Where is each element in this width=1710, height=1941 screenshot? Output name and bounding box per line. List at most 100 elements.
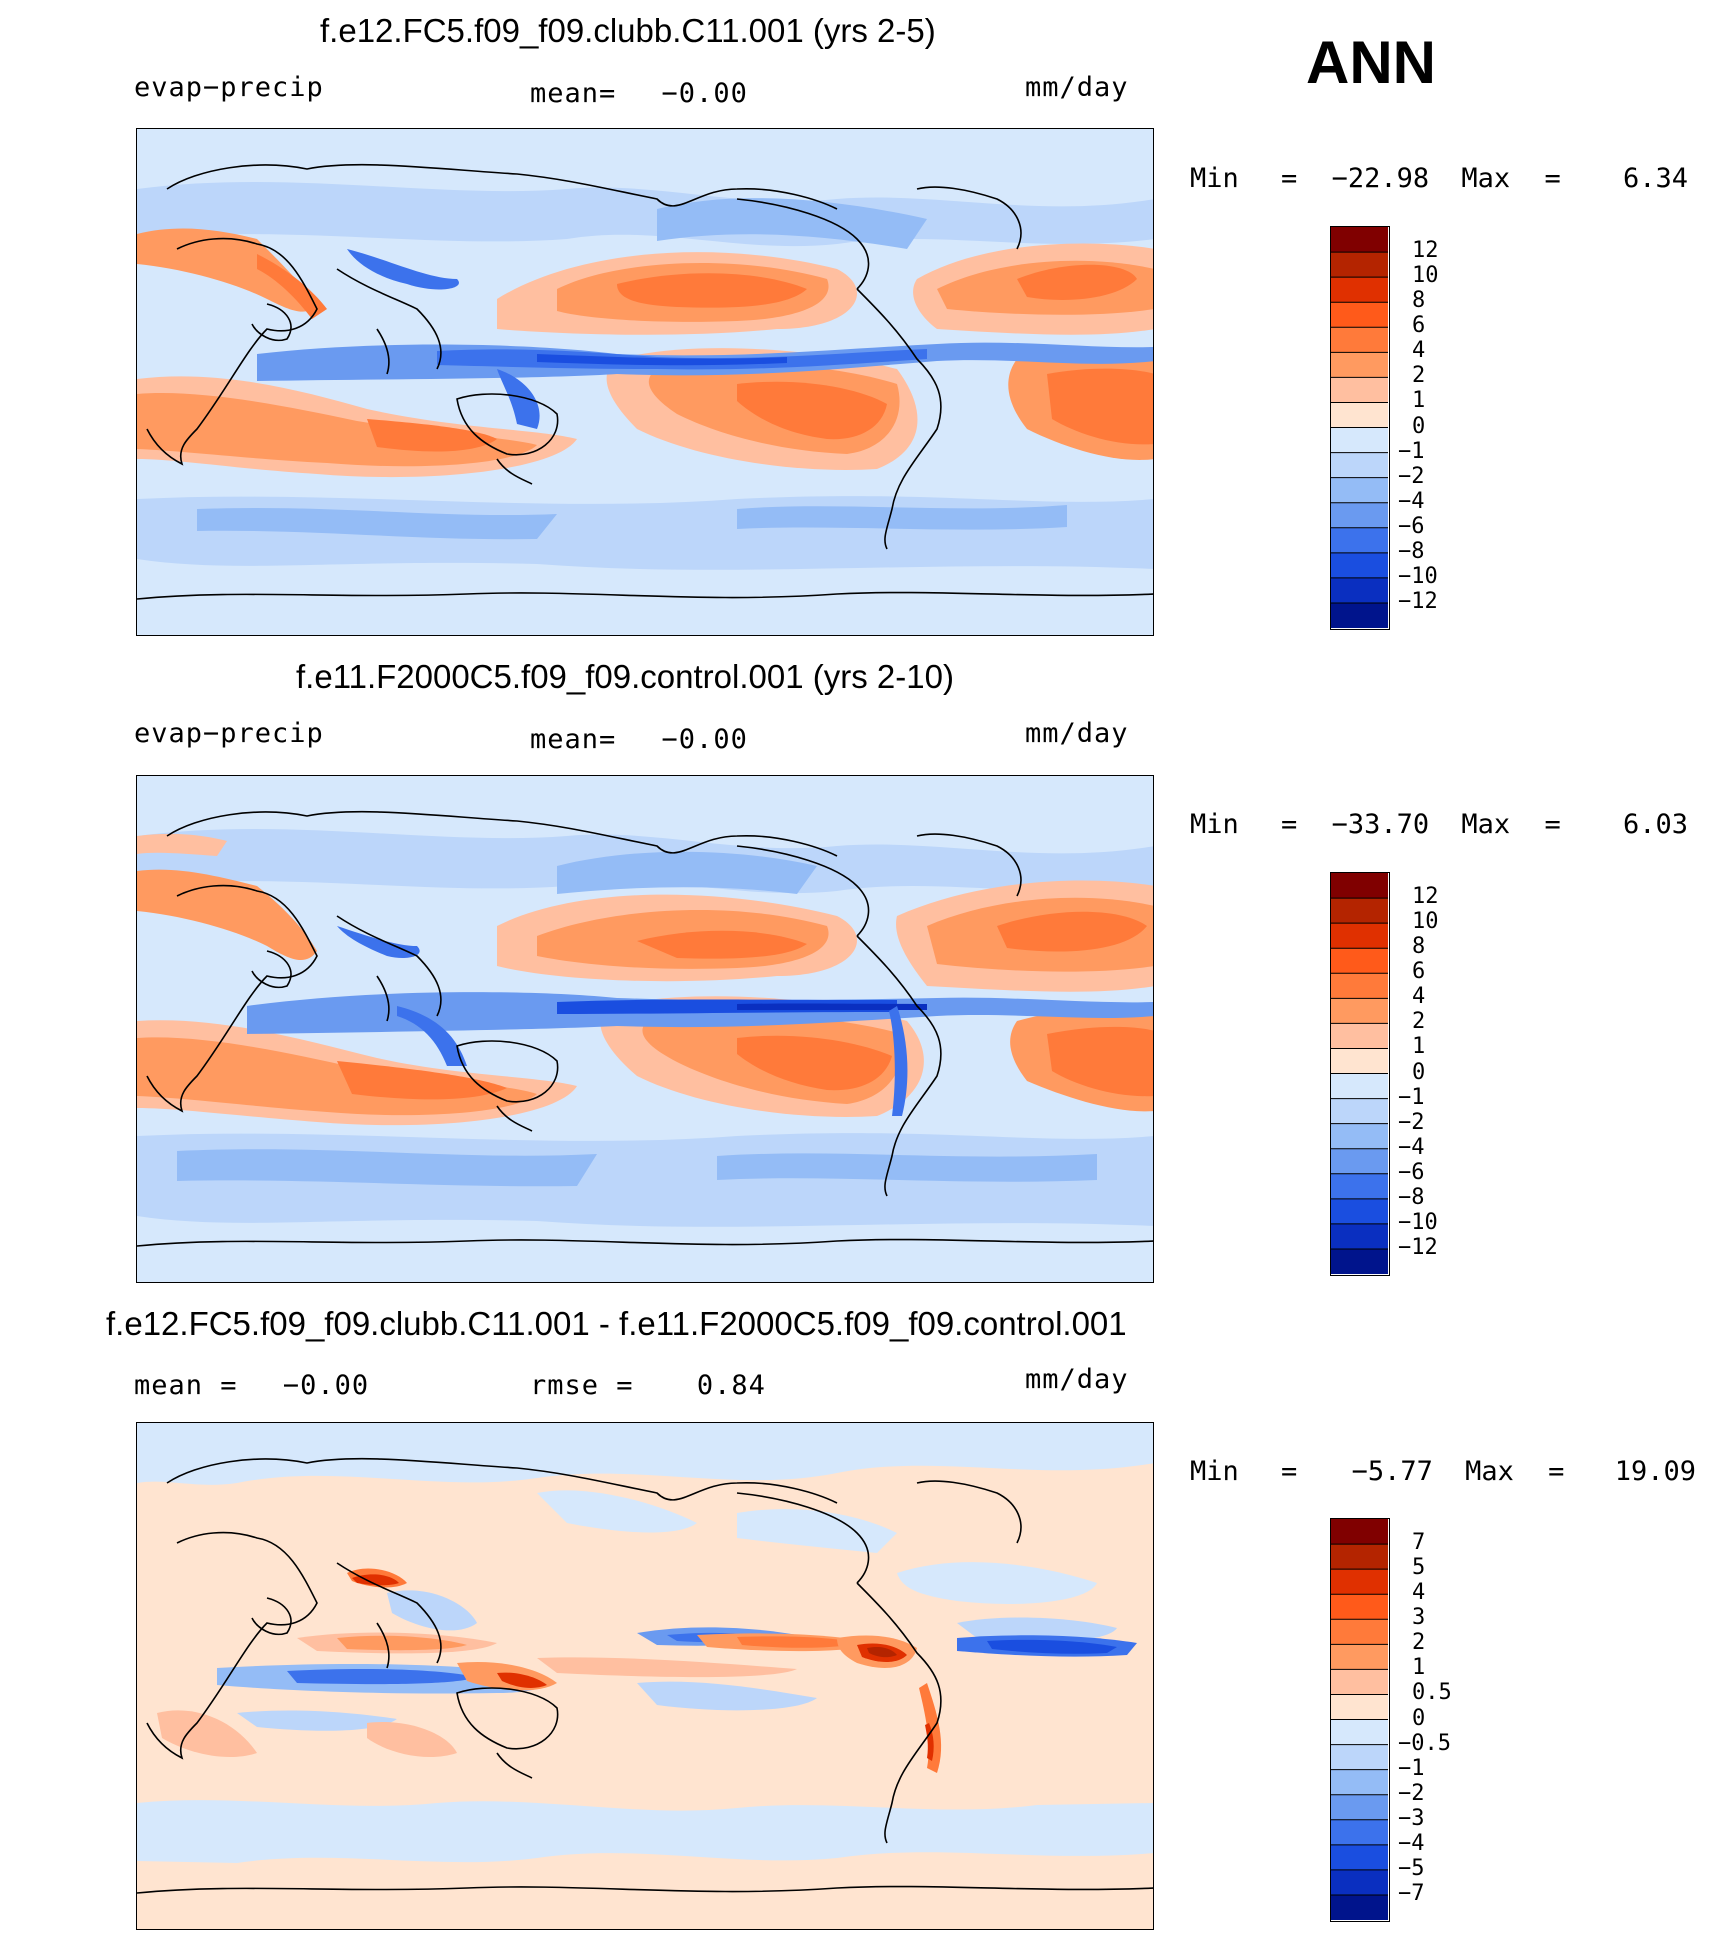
colorbar-swatch <box>1331 227 1388 253</box>
colorbar-swatch <box>1331 1794 1388 1821</box>
panel-3-max-label: Max <box>1465 1456 1514 1487</box>
colorbar-swatch <box>1331 527 1388 554</box>
colorbar-swatch <box>1331 1098 1388 1125</box>
colorbar-swatch <box>1331 1694 1388 1720</box>
colorbar-swatch <box>1331 1173 1388 1200</box>
colorbar-swatch <box>1331 452 1388 479</box>
panel-1-colorbar-swatches <box>1331 227 1388 628</box>
colorbar-tick-label: 0 <box>1412 1705 1426 1731</box>
colorbar-tick-label: 1 <box>1412 1655 1426 1681</box>
panel-3-colorbar-swatches <box>1331 1519 1388 1920</box>
panel-2-max-value: 6.03 <box>1622 809 1688 840</box>
colorbar-swatch <box>1331 1519 1388 1545</box>
panel-2-variable: evap−precip <box>134 718 324 749</box>
colorbar-tick-label: 6 <box>1412 959 1426 985</box>
colorbar-tick-label: −8 <box>1398 538 1425 564</box>
colorbar-tick-label: 10 <box>1412 263 1439 289</box>
colorbar-swatch <box>1331 1198 1388 1225</box>
colorbar-tick-label: 4 <box>1412 984 1426 1010</box>
colorbar-swatch <box>1331 1769 1388 1796</box>
panel-3-units: mm/day <box>1025 1364 1129 1395</box>
panel-2-colorbar-swatches <box>1331 873 1388 1274</box>
panel-2-field <box>137 776 1153 1282</box>
panel-1-units: mm/day <box>1025 72 1129 103</box>
panel-2-mean-label: mean= <box>530 724 617 755</box>
colorbar-swatch <box>1331 602 1388 628</box>
colorbar-tick-label: −12 <box>1398 1234 1438 1260</box>
colorbar-swatch <box>1331 1223 1388 1250</box>
panel-3-max-value: 19.09 <box>1614 1456 1696 1487</box>
colorbar-swatch <box>1331 1719 1388 1746</box>
colorbar-swatch <box>1331 948 1388 974</box>
panel-3-mean-value: −0.00 <box>282 1370 370 1401</box>
panel-2-max-label: Max <box>1461 809 1511 840</box>
colorbar-swatch <box>1331 1023 1388 1049</box>
colorbar-tick-label: −1 <box>1398 1084 1425 1110</box>
colorbar-tick-label: 10 <box>1412 909 1439 935</box>
panel-1-mean-label: mean= <box>530 78 617 109</box>
colorbar-tick-label: 8 <box>1412 934 1426 960</box>
panel-2-units: mm/day <box>1025 718 1129 749</box>
panel-2-mean: mean= −0.00 <box>530 724 748 755</box>
colorbar-tick-label: 4 <box>1412 1580 1426 1606</box>
colorbar-swatch <box>1331 873 1388 899</box>
colorbar-tick-label: 0 <box>1412 1059 1426 1085</box>
colorbar-swatch <box>1331 1644 1388 1670</box>
colorbar-tick-label: −1 <box>1398 1755 1425 1781</box>
colorbar-tick-label: 0.5 <box>1412 1680 1452 1706</box>
panel-1-max-value: 6.34 <box>1622 163 1688 194</box>
colorbar-swatch <box>1331 1819 1388 1846</box>
colorbar-swatch <box>1331 923 1388 949</box>
colorbar-tick-label: −4 <box>1398 1134 1425 1160</box>
colorbar-tick-label: −0.5 <box>1398 1730 1451 1756</box>
panel-2-title: f.e11.F2000C5.f09_f09.control.001 (yrs 2… <box>296 658 954 695</box>
colorbar-tick-label: −2 <box>1398 1109 1425 1135</box>
colorbar-tick-label: 8 <box>1412 288 1426 314</box>
colorbar-swatch <box>1331 1744 1388 1771</box>
colorbar-swatch <box>1331 1123 1388 1150</box>
colorbar-tick-label: −5 <box>1398 1855 1425 1881</box>
season-label: ANN <box>1306 29 1436 96</box>
colorbar-tick-label: 0 <box>1412 413 1426 439</box>
colorbar-swatch <box>1331 377 1388 403</box>
colorbar-tick-label: 2 <box>1412 363 1426 389</box>
panel-3-rmse-value: 0.84 <box>696 1370 766 1401</box>
colorbar-swatch <box>1331 352 1388 378</box>
colorbar-swatch <box>1331 427 1388 454</box>
colorbar-tick-label: −4 <box>1398 488 1425 514</box>
colorbar-swatch <box>1331 1669 1388 1695</box>
colorbar-swatch <box>1331 1894 1388 1920</box>
colorbar-swatch <box>1331 577 1388 604</box>
colorbar-swatch <box>1331 1544 1388 1570</box>
panel-1-min-value: −22.98 <box>1331 163 1430 194</box>
panel-3-minmax: Min = −5.77 Max = 19.09 <box>1190 1456 1696 1487</box>
colorbar-tick-label: 12 <box>1412 884 1439 910</box>
colorbar-tick-label: −2 <box>1398 1780 1425 1806</box>
panel-3-title: f.e12.FC5.f09_f09.clubb.C11.001 - f.e11.… <box>106 1305 1127 1342</box>
panel-3-mean-label: mean = <box>134 1370 238 1401</box>
panel-1-title: f.e12.FC5.f09_f09.clubb.C11.001 (yrs 2-5… <box>320 12 936 49</box>
panel-2-colorbar <box>1330 872 1390 1276</box>
panel-3-colorbar <box>1330 1518 1390 1922</box>
colorbar-swatch <box>1331 1869 1388 1896</box>
panel-1-variable: evap−precip <box>134 72 324 103</box>
colorbar-tick-label: −2 <box>1398 463 1425 489</box>
panel-3-rmse: rmse = 0.84 <box>530 1370 766 1401</box>
panel-1-map <box>136 128 1154 636</box>
colorbar-tick-label: 6 <box>1412 313 1426 339</box>
panel-1-field <box>137 129 1153 635</box>
colorbar-swatch <box>1331 477 1388 504</box>
colorbar-tick-label: 1 <box>1412 1034 1426 1060</box>
panel-2-min-label: Min <box>1190 809 1239 840</box>
panel-1-mean-value: −0.00 <box>661 78 748 109</box>
colorbar-swatch <box>1331 277 1388 303</box>
colorbar-tick-label: −6 <box>1398 1159 1425 1185</box>
panel-3-rmse-label: rmse = <box>530 1370 634 1401</box>
colorbar-tick-label: −7 <box>1398 1880 1425 1906</box>
panel-1-min-label: Min <box>1190 163 1239 194</box>
colorbar-tick-label: 1 <box>1412 388 1426 414</box>
colorbar-swatch <box>1331 252 1388 278</box>
colorbar-swatch <box>1331 1594 1388 1620</box>
colorbar-tick-label: −4 <box>1398 1830 1425 1856</box>
colorbar-tick-label: 12 <box>1412 238 1439 264</box>
